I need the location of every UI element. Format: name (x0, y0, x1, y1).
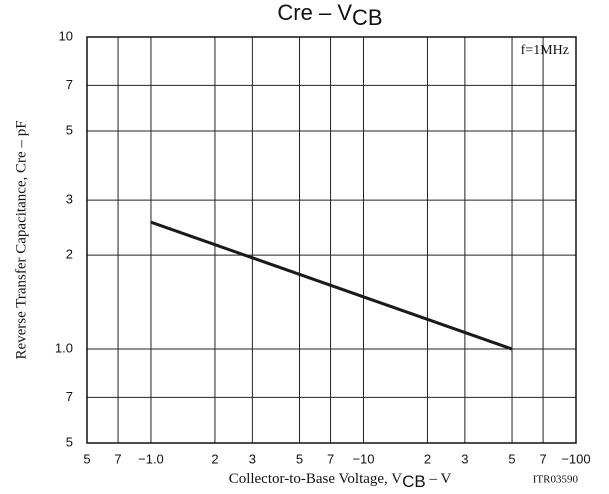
y-tick-label: 5 (66, 122, 73, 137)
x-label-main: Collector-to-Base Voltage, V (229, 471, 403, 487)
y-tick-label: 10 (59, 28, 73, 43)
title-main: Cre – V (277, 0, 352, 25)
annotation: f=1MHz (521, 43, 569, 58)
y-tick-label: 7 (66, 389, 73, 404)
x-tick-label: 3 (249, 451, 256, 466)
x-tick-label: −100 (561, 451, 590, 466)
x-tick-label: 2 (211, 451, 218, 466)
chart-title: Cre – VCB (277, 0, 382, 30)
x-tick-label: 3 (461, 451, 468, 466)
data-line (150, 220, 513, 351)
y-axis-label: Reverse Transfer Capacitance, Cre – pF (13, 120, 29, 359)
y-tick-label: 5 (66, 434, 73, 449)
x-tick-label: 5 (508, 451, 515, 466)
figure-code: ITR03590 (533, 474, 579, 486)
x-axis-label: Collector-to-Base Voltage, VCB – V (229, 471, 452, 491)
x-tick-label: 2 (424, 451, 431, 466)
x-tick-label: −10 (352, 451, 374, 466)
x-tick-label: −1.0 (138, 451, 164, 466)
y-tick-label: 2 (66, 247, 73, 262)
title-sub: CB (352, 5, 383, 30)
y-tick-label: 3 (66, 192, 73, 207)
plot-frame (86, 36, 577, 444)
x-tick-label: 7 (539, 451, 546, 466)
x-label-sub: CB (402, 472, 426, 491)
x-tick-label: 7 (327, 451, 334, 466)
y-tick-label: 7 (66, 77, 73, 92)
x-tick-label: 5 (296, 451, 303, 466)
x-label-end: – V (426, 471, 452, 487)
x-tick-label: 5 (83, 451, 90, 466)
x-tick-label: 7 (114, 451, 121, 466)
y-tick-label: 1.0 (55, 340, 73, 355)
